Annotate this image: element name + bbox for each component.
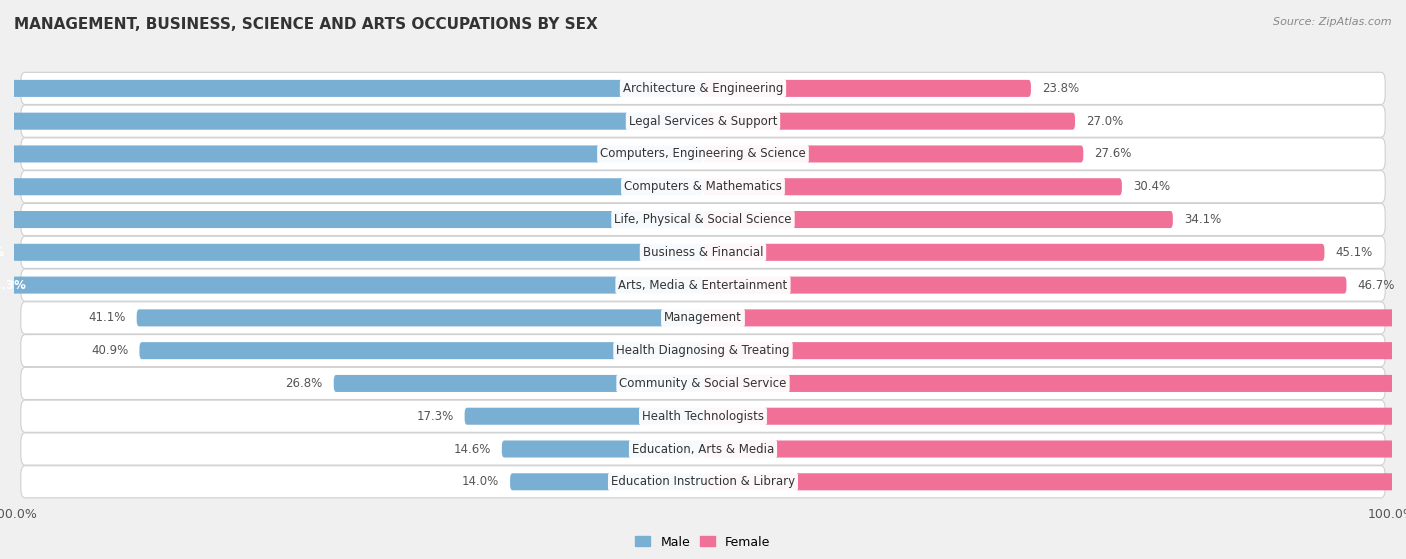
- FancyBboxPatch shape: [21, 400, 1385, 432]
- FancyBboxPatch shape: [510, 473, 703, 490]
- FancyBboxPatch shape: [139, 342, 703, 359]
- FancyBboxPatch shape: [464, 408, 703, 425]
- FancyBboxPatch shape: [21, 105, 1385, 138]
- FancyBboxPatch shape: [703, 440, 1406, 457]
- FancyBboxPatch shape: [333, 375, 703, 392]
- Text: Source: ZipAtlas.com: Source: ZipAtlas.com: [1274, 17, 1392, 27]
- FancyBboxPatch shape: [703, 408, 1406, 425]
- Text: 46.7%: 46.7%: [1358, 278, 1395, 292]
- Text: 27.0%: 27.0%: [1085, 115, 1123, 127]
- FancyBboxPatch shape: [21, 269, 1385, 301]
- Text: Arts, Media & Entertainment: Arts, Media & Entertainment: [619, 278, 787, 292]
- Text: Community & Social Service: Community & Social Service: [619, 377, 787, 390]
- FancyBboxPatch shape: [703, 178, 1122, 195]
- FancyBboxPatch shape: [502, 440, 703, 457]
- FancyBboxPatch shape: [703, 145, 1083, 163]
- FancyBboxPatch shape: [21, 72, 1385, 105]
- FancyBboxPatch shape: [703, 277, 1347, 293]
- Text: 54.9%: 54.9%: [0, 246, 4, 259]
- Text: Health Technologists: Health Technologists: [643, 410, 763, 423]
- Text: 45.1%: 45.1%: [1336, 246, 1372, 259]
- FancyBboxPatch shape: [703, 342, 1406, 359]
- FancyBboxPatch shape: [703, 244, 1324, 261]
- Text: 26.8%: 26.8%: [285, 377, 323, 390]
- Text: 30.4%: 30.4%: [1133, 180, 1170, 193]
- Text: Life, Physical & Social Science: Life, Physical & Social Science: [614, 213, 792, 226]
- FancyBboxPatch shape: [0, 178, 703, 195]
- FancyBboxPatch shape: [703, 211, 1173, 228]
- FancyBboxPatch shape: [21, 466, 1385, 498]
- Text: Health Diagnosing & Treating: Health Diagnosing & Treating: [616, 344, 790, 357]
- FancyBboxPatch shape: [21, 236, 1385, 268]
- FancyBboxPatch shape: [21, 302, 1385, 334]
- FancyBboxPatch shape: [21, 335, 1385, 367]
- Text: 23.8%: 23.8%: [1042, 82, 1078, 95]
- Text: Computers, Engineering & Science: Computers, Engineering & Science: [600, 148, 806, 160]
- Text: 27.6%: 27.6%: [1094, 148, 1132, 160]
- Legend: Male, Female: Male, Female: [630, 530, 776, 553]
- Text: 53.3%: 53.3%: [0, 278, 25, 292]
- FancyBboxPatch shape: [136, 309, 703, 326]
- Text: 41.1%: 41.1%: [89, 311, 125, 324]
- FancyBboxPatch shape: [0, 244, 703, 261]
- FancyBboxPatch shape: [21, 170, 1385, 203]
- FancyBboxPatch shape: [0, 277, 703, 293]
- FancyBboxPatch shape: [0, 211, 703, 228]
- Text: 34.1%: 34.1%: [1184, 213, 1222, 226]
- FancyBboxPatch shape: [0, 80, 703, 97]
- Text: Computers & Mathematics: Computers & Mathematics: [624, 180, 782, 193]
- FancyBboxPatch shape: [703, 309, 1406, 326]
- FancyBboxPatch shape: [21, 203, 1385, 235]
- FancyBboxPatch shape: [703, 473, 1406, 490]
- Text: 14.6%: 14.6%: [453, 443, 491, 456]
- FancyBboxPatch shape: [703, 375, 1406, 392]
- FancyBboxPatch shape: [21, 433, 1385, 465]
- Text: Education Instruction & Library: Education Instruction & Library: [612, 475, 794, 489]
- FancyBboxPatch shape: [703, 80, 1031, 97]
- Text: Education, Arts & Media: Education, Arts & Media: [631, 443, 775, 456]
- Text: 17.3%: 17.3%: [416, 410, 454, 423]
- FancyBboxPatch shape: [21, 367, 1385, 400]
- Text: MANAGEMENT, BUSINESS, SCIENCE AND ARTS OCCUPATIONS BY SEX: MANAGEMENT, BUSINESS, SCIENCE AND ARTS O…: [14, 17, 598, 32]
- Text: Business & Financial: Business & Financial: [643, 246, 763, 259]
- FancyBboxPatch shape: [703, 113, 1076, 130]
- FancyBboxPatch shape: [21, 138, 1385, 170]
- FancyBboxPatch shape: [0, 145, 703, 163]
- FancyBboxPatch shape: [0, 113, 703, 130]
- Text: Legal Services & Support: Legal Services & Support: [628, 115, 778, 127]
- Text: 14.0%: 14.0%: [461, 475, 499, 489]
- Text: Architecture & Engineering: Architecture & Engineering: [623, 82, 783, 95]
- Text: 40.9%: 40.9%: [91, 344, 128, 357]
- Text: Management: Management: [664, 311, 742, 324]
